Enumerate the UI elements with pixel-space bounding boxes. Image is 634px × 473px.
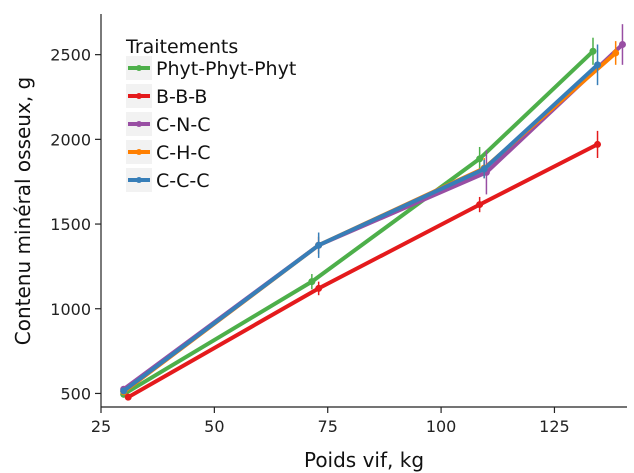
x-axis-title: Poids vif, kg [304,448,424,472]
legend-label: Phyt-Phyt-Phyt [156,58,296,80]
data-point [476,155,484,163]
data-point [594,140,602,148]
series-line [121,62,600,393]
data-point [594,61,602,69]
y-tick-label: 2000 [50,130,91,149]
x-tick-label: 100 [426,417,457,436]
x-tick-label: 50 [204,417,224,436]
legend-title: Traitements [125,36,238,58]
legend-label: B-B-B [156,86,207,108]
data-point [315,284,323,292]
legend-label: C-C-C [156,170,210,192]
x-tick-label: 25 [91,417,111,436]
legend-key-point [136,121,142,127]
data-point [124,393,132,401]
data-point [308,278,316,286]
series-b-b-b [124,130,602,401]
y-tick-label: 1000 [50,300,91,319]
legend-key-point [136,177,142,183]
data-point [476,201,484,209]
legend-item: C-C-C [126,168,210,192]
legend-key-point [136,149,142,155]
series-lines [120,24,626,401]
y-axis-title: Contenu minéral osseux, g [11,77,35,345]
y-tick-label: 500 [60,384,91,403]
ticks: 25 50 75 100 125 500 1000 1500 2000 2500 [50,46,569,436]
axes [100,14,627,408]
y-tick-label: 2500 [50,46,91,65]
x-tick-label: 125 [539,417,570,436]
legend-key-point [136,65,142,71]
data-point [315,241,323,249]
legend-label: C-N-C [156,114,210,136]
legend: Traitements Phyt-Phyt-Phyt B-B-B C-N-C C-H-… [125,36,296,192]
series-line [126,142,600,400]
data-point [120,387,128,395]
legend-item: Phyt-Phyt-Phyt [126,56,296,80]
legend-item: C-H-C [126,140,211,164]
series-line [121,49,595,397]
data-point [612,49,620,57]
legend-item: C-N-C [126,112,210,136]
data-point [480,165,488,173]
data-point [618,40,626,48]
legend-label: C-H-C [156,142,211,164]
legend-key-point [136,93,142,99]
series-c-c-c [120,44,602,395]
y-tick-label: 1500 [50,215,91,234]
x-tick-label: 75 [318,417,338,436]
legend-item: B-B-B [126,84,207,108]
data-point [589,47,597,55]
